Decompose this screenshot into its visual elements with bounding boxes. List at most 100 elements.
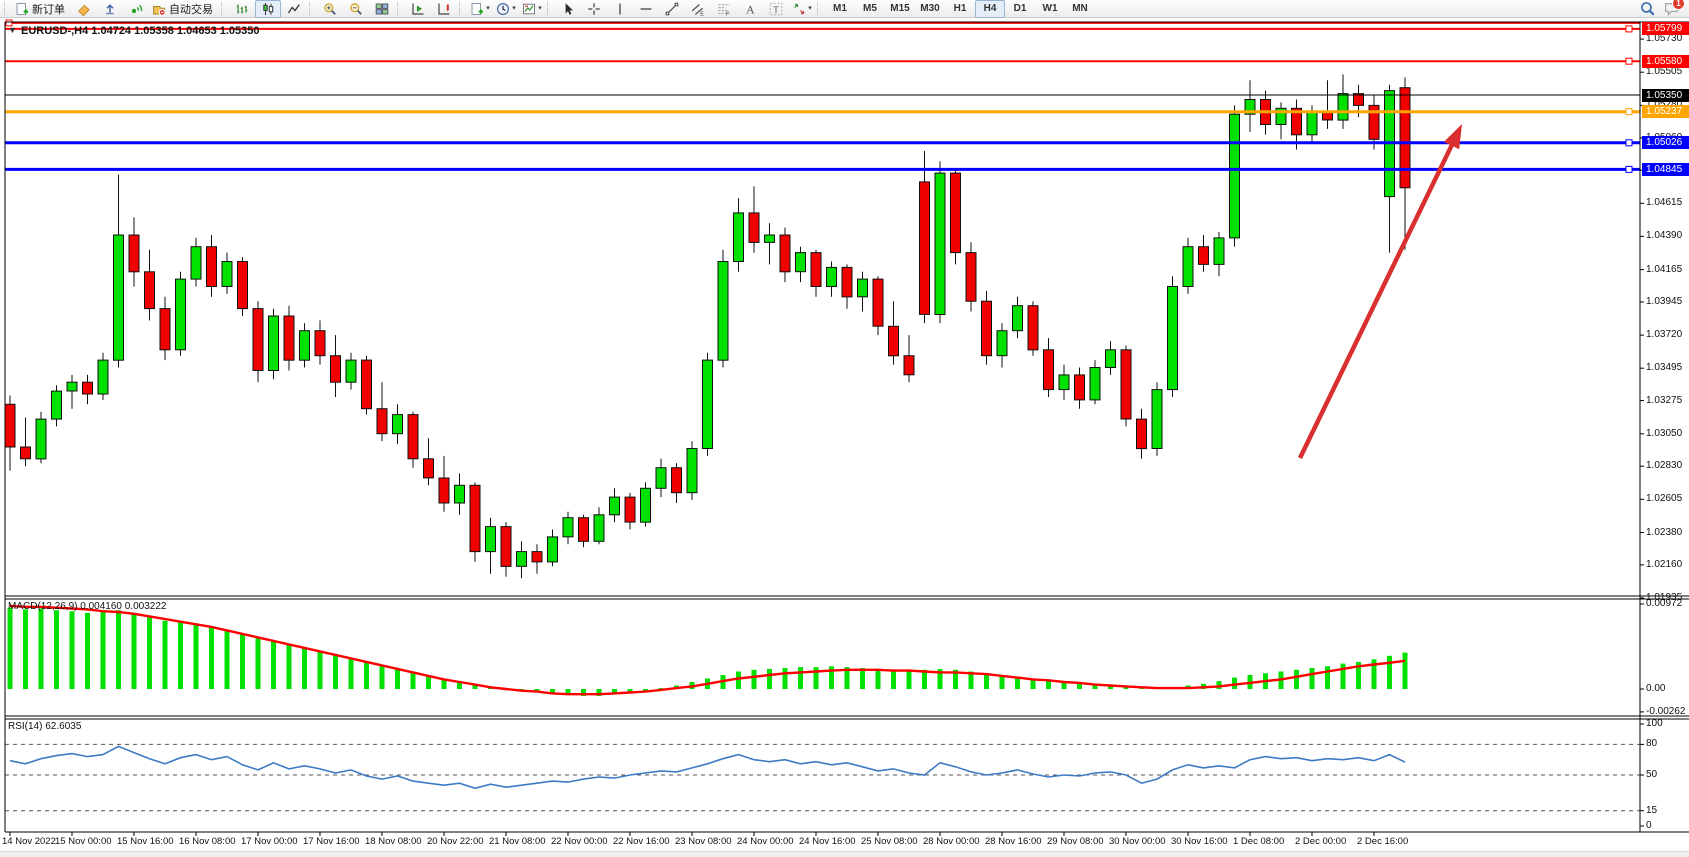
trendline-button[interactable] [659, 0, 685, 18]
line-handle[interactable] [5, 19, 13, 27]
candle-body [237, 261, 248, 310]
line-handle[interactable] [1625, 139, 1633, 147]
toolbar-group-grip [397, 2, 402, 15]
zoom-out-button[interactable] [343, 0, 369, 18]
candle-body [1275, 107, 1287, 126]
publish-chart-button[interactable] [97, 0, 123, 18]
candle-body [919, 181, 930, 315]
candle-body [733, 212, 744, 262]
horizontal-line-button[interactable] [633, 0, 659, 18]
line-chart-button[interactable] [281, 0, 307, 18]
bar-chart-button[interactable] [229, 0, 255, 18]
equidistant-channel-button[interactable]: E [685, 0, 711, 18]
timeframe-label: M30 [920, 3, 940, 14]
candle-body [593, 514, 605, 542]
timeframe-M30-button[interactable]: M30 [915, 0, 945, 18]
timeframe-label: H1 [953, 3, 967, 14]
candle-body [686, 448, 698, 494]
toolbar-group-grip [309, 2, 314, 15]
new-order-button[interactable]: 新订单 [12, 0, 71, 18]
chevron-down-icon: ▾ [538, 4, 542, 12]
candle-body [702, 359, 713, 450]
timeframe-MN-button[interactable]: MN [1065, 0, 1095, 18]
timeframe-label: D1 [1013, 3, 1027, 14]
vertical-line-button[interactable] [607, 0, 633, 18]
line-handle[interactable] [1625, 57, 1633, 65]
candle-body [934, 172, 946, 315]
time-axis[interactable] [5, 832, 1640, 850]
window-bottom-strip [0, 851, 1689, 857]
indicators-icon [471, 2, 484, 15]
candle-body [438, 477, 450, 504]
candle-body [159, 308, 171, 351]
publish-icon [106, 3, 114, 14]
timeframe-M1-button[interactable]: M1 [825, 0, 855, 18]
candle-body [361, 359, 372, 410]
main-toolbar: 新订单 自动交易 ▾ ▾ ▾ E F A T ▾ M1 M5 M15 M30 H1 H4 D1 W1 MN 1 [0, 0, 1689, 18]
eraser-icon [78, 4, 90, 16]
candle-body [1182, 246, 1194, 287]
candle-body [1012, 305, 1023, 332]
search-button[interactable] [1640, 1, 1655, 16]
bars-icon [236, 4, 248, 13]
timeframe-label: MN [1072, 3, 1088, 14]
candle-body [82, 381, 93, 395]
indicators-button[interactable]: ▾ [467, 0, 493, 18]
candle-body [1213, 237, 1225, 265]
text-label-icon: T [769, 2, 783, 15]
candle-body [221, 261, 233, 287]
line-handle[interactable] [1625, 25, 1633, 33]
auto-scroll-button[interactable] [431, 0, 457, 18]
candlestick-chart-button[interactable] [255, 0, 281, 18]
templates-button[interactable]: ▾ [519, 0, 545, 18]
candle-body [1368, 104, 1380, 140]
timeframe-H1-button[interactable]: H1 [945, 0, 975, 18]
arrows-button[interactable]: ▾ [789, 0, 815, 18]
chevron-down-icon: ▾ [486, 4, 490, 12]
line-handle[interactable] [1625, 108, 1633, 116]
candle-body [330, 355, 341, 383]
candle-body [1399, 87, 1411, 189]
svg-text:E: E [700, 11, 704, 16]
auto-trading-button[interactable]: 自动交易 [149, 0, 219, 18]
timeframe-M15-button[interactable]: M15 [885, 0, 915, 18]
crosshair-icon [588, 2, 600, 15]
vline-icon [619, 3, 621, 14]
signals-button[interactable] [123, 0, 149, 18]
candle-body [996, 330, 1008, 357]
candle-body [500, 526, 512, 567]
pane-separator[interactable] [5, 594, 1640, 601]
notifications-button[interactable]: 1 [1664, 0, 1685, 16]
timeframe-W1-button[interactable]: W1 [1035, 0, 1065, 18]
text-button[interactable]: A [737, 0, 763, 18]
line-handle[interactable] [1625, 165, 1633, 173]
trend-arrow-annotation[interactable] [1297, 133, 1459, 459]
eraser-button[interactable] [71, 0, 97, 18]
search-icon [1641, 2, 1655, 16]
pane-separator[interactable] [5, 714, 1640, 721]
timeframe-M5-button[interactable]: M5 [855, 0, 885, 18]
fibonacci-button[interactable]: F [711, 0, 737, 18]
crosshair-button[interactable] [581, 0, 607, 18]
tile-windows-button[interactable] [369, 0, 395, 18]
macd-pane[interactable] [5, 599, 1640, 716]
chevron-down-icon: ▾ [808, 4, 812, 12]
candle-body [1089, 367, 1101, 401]
timeframe-H4-button[interactable]: H4 [975, 0, 1005, 18]
arrow-head-icon [1443, 124, 1462, 150]
candle-body [1229, 113, 1240, 239]
timeframe-D1-button[interactable]: D1 [1005, 0, 1035, 18]
chart-shift-button[interactable] [405, 0, 431, 18]
candle-body [1120, 349, 1132, 420]
cursor-button[interactable] [555, 0, 581, 18]
price-axis[interactable] [1640, 22, 1689, 832]
candle-body [1337, 93, 1349, 121]
text-label-button[interactable]: T [763, 0, 789, 18]
toolbar-group-grip [459, 2, 464, 15]
periods-button[interactable]: ▾ [493, 0, 519, 18]
zoom-in-button[interactable] [317, 0, 343, 18]
candle-body [485, 526, 496, 553]
candle-body [562, 517, 574, 538]
main-chart-pane[interactable] [5, 22, 1640, 596]
